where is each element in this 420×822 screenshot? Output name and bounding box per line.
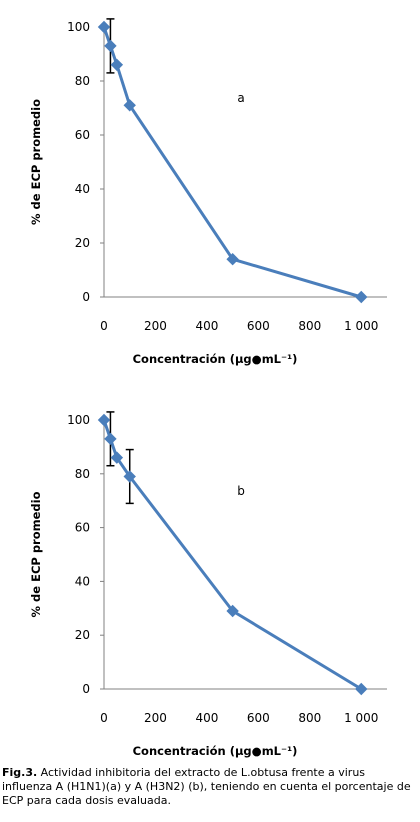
caption-text: Actividad inhibitoria del extracto de L.… [2, 766, 411, 807]
chart-a-data-point [355, 290, 368, 304]
chart-b-x-tick-label: 800 [298, 711, 321, 725]
chart-a-y-tick-label: 0 [82, 290, 90, 304]
chart-a-x-tick-label: 600 [247, 319, 270, 333]
chart-b-x-tick-label: 400 [195, 711, 218, 725]
chart-a-y-axis-title: % de ECP promedio [29, 99, 43, 225]
chart-b-data-point [355, 682, 368, 696]
chart-a-data-point [123, 99, 136, 112]
chart-a-x-tick-label: 200 [144, 319, 167, 333]
chart-a-data-point [110, 58, 124, 72]
chart-b-x-axis-title: Concentración (µg●mL⁻¹) [133, 744, 298, 758]
chart-b-data-point [226, 604, 239, 618]
chart-b-x-tick-label: 200 [144, 711, 167, 725]
chart-b-data-point [104, 432, 117, 446]
chart-a-x-tick-label: 1 000 [344, 319, 378, 333]
chart-a-y-tick-label: 80 [75, 74, 90, 88]
chart-b-x-tick-label: 0 [100, 711, 108, 725]
chart-b-data-point [110, 451, 124, 464]
chart-a-y-tick-label: 100 [67, 20, 90, 34]
chart-a-x-tick-label: 400 [195, 319, 218, 333]
chart-b-x-tick-label: 600 [247, 711, 270, 725]
chart-b-x-tick-label: 1 000 [344, 711, 378, 725]
chart-a-y-tick-label: 20 [75, 236, 90, 250]
figure-caption: Fig.3. Actividad inhibitoria del extract… [2, 766, 416, 808]
chart-a-y-tick-label: 40 [75, 182, 90, 196]
chart-a-y-tick-label: 60 [75, 128, 90, 142]
chart-a-x-axis-title: Concentración (µg●mL⁻¹) [133, 352, 298, 366]
chart-a-data-point [104, 39, 117, 53]
chart-a-data-point [97, 20, 111, 34]
chart-b: 0 20 40 60 80 100 0 200 400 600 800 1 000 b Concentra… [0, 392, 420, 762]
chart-a-panel-label: a [237, 91, 244, 105]
caption-label: Fig.3. [2, 766, 38, 779]
chart-b-data-point [97, 413, 111, 427]
chart-b-y-tick-label: 0 [82, 682, 90, 696]
chart-b-y-tick-label: 100 [67, 413, 90, 427]
chart-b-y-tick-label: 40 [75, 574, 90, 588]
chart-a-x-tick-label: 800 [298, 319, 321, 333]
chart-b-data-point [123, 470, 136, 483]
chart-b-y-tick-label: 80 [75, 467, 90, 481]
chart-b-panel-label: b [237, 484, 245, 498]
chart-b-series-line [102, 419, 363, 691]
chart-b-y-tick-label: 60 [75, 521, 90, 535]
chart-a-x-tick-label: 0 [100, 319, 108, 333]
chart-a-data-point [226, 252, 239, 266]
chart-a: 0 20 40 60 80 100 0 200 400 600 800 1 000 a Concentra… [0, 0, 420, 380]
chart-b-y-tick-label: 20 [75, 628, 90, 642]
chart-b-y-axis-title: % de ECP promedio [29, 491, 43, 617]
